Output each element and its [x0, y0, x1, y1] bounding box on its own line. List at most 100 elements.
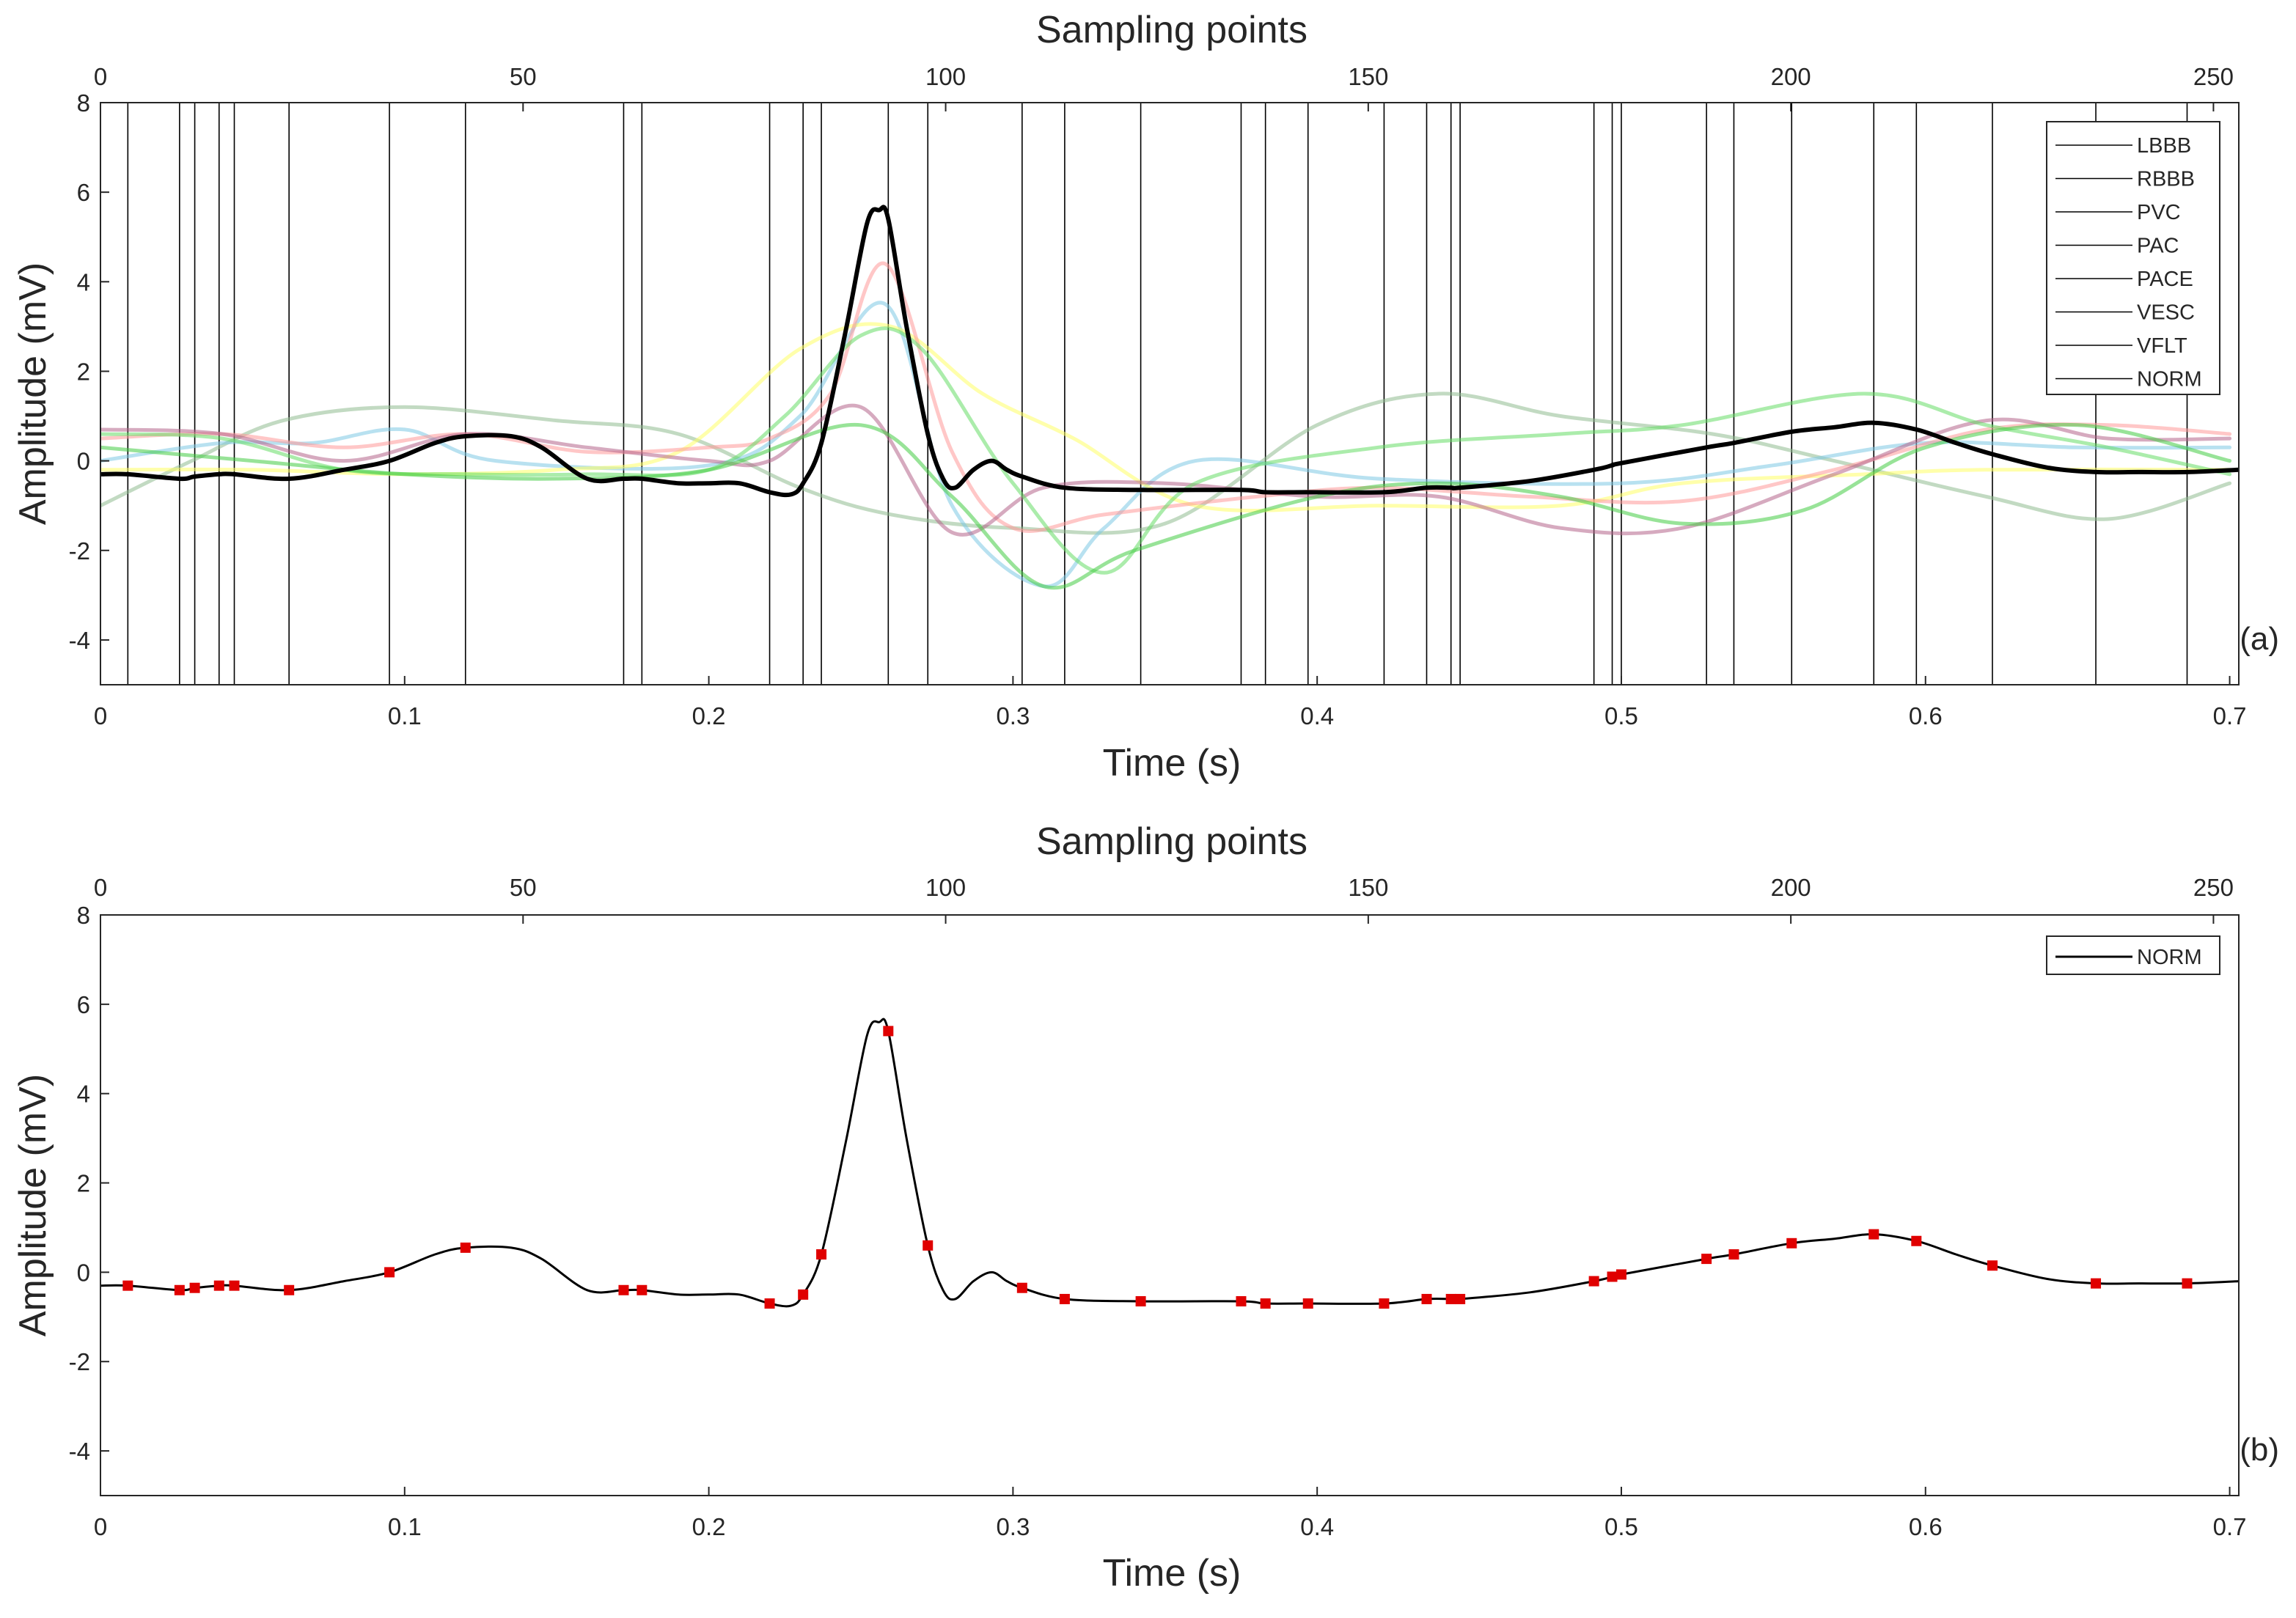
sample-marker	[883, 1026, 894, 1037]
plot-content	[100, 103, 2239, 685]
top-tick-label: 50	[510, 63, 537, 90]
y-tick-label: 8	[77, 89, 90, 117]
y-tick-label: 8	[77, 902, 90, 929]
sample-marker	[1868, 1229, 1879, 1240]
sample-marker	[1421, 1293, 1432, 1304]
x-tick-label: 0.7	[2213, 1513, 2247, 1540]
x-tick-label: 0.3	[996, 1513, 1030, 1540]
sample-marker	[460, 1242, 471, 1253]
top-tick-label: 150	[1348, 63, 1388, 90]
panel-a: Sampling points 0 50 100 150 200 250 -4 -2 0 2 4 6…	[12, 9, 2279, 784]
legend-label: PACE	[2137, 268, 2193, 291]
top-tick-label: 250	[2193, 874, 2234, 901]
top-tick-label: 0	[94, 63, 107, 90]
series-line-norm	[100, 1018, 2239, 1308]
sample-marker	[189, 1282, 200, 1293]
top-ticks: 0 50 100 150 200 250	[94, 874, 2234, 924]
x-tick-label: 0.1	[388, 1513, 422, 1540]
sample-marker	[618, 1284, 629, 1295]
top-tick-label: 150	[1348, 874, 1388, 901]
sample-marker	[1455, 1293, 1466, 1304]
x-tick-label: 0.5	[1604, 1513, 1638, 1540]
x-tick-label: 0.4	[1300, 1513, 1334, 1540]
sample-marker	[1260, 1298, 1271, 1309]
top-tick-label: 250	[2193, 63, 2234, 90]
series-line-vflt	[100, 422, 2232, 590]
legend: NORM	[2046, 935, 2220, 975]
series-line-norm	[100, 205, 2239, 498]
sample-marker	[1607, 1271, 1618, 1282]
legend-label: RBBB	[2137, 168, 2195, 191]
sample-marker	[1302, 1298, 1313, 1309]
top-tick-label: 50	[510, 874, 537, 901]
x-tick-label: 0	[94, 1513, 107, 1540]
y-tick-label: 6	[77, 179, 90, 206]
x-tick-label: 0.6	[1909, 1513, 1943, 1540]
sample-marker	[1016, 1282, 1027, 1293]
top-tick-label: 200	[1771, 874, 1811, 901]
y-tick-label: -2	[69, 1348, 90, 1375]
sample-marker	[923, 1240, 934, 1251]
sample-marker	[1059, 1293, 1070, 1304]
panel-b: Sampling points 0 50 100 150 200 250 -4 -2 0 2 4 6…	[12, 820, 2279, 1595]
top-axis-title: Sampling points	[1036, 820, 1307, 863]
series-line-vesc	[100, 326, 2232, 575]
top-axis-title: Sampling points	[1036, 9, 1307, 51]
sample-marker	[284, 1284, 295, 1295]
sample-marker	[764, 1298, 775, 1309]
y-tick-label: 6	[77, 991, 90, 1018]
y-axis-title: Amplitude (mV)	[12, 1074, 54, 1336]
y-tick-label: 2	[77, 358, 90, 385]
legend-label: NORM	[2137, 946, 2202, 969]
x-tick-label: 0.6	[1909, 702, 1943, 729]
legend-label: NORM	[2137, 368, 2202, 391]
sample-marker	[637, 1284, 648, 1295]
y-tick-label: 4	[77, 268, 90, 295]
plot-area-b	[100, 1018, 2239, 1309]
legend-box	[2046, 935, 2220, 975]
legend-box	[2046, 121, 2220, 395]
sample-marker	[2182, 1278, 2193, 1289]
sample-marker	[1728, 1249, 1739, 1260]
sample-marker	[1786, 1238, 1797, 1249]
sample-marker	[1236, 1295, 1247, 1306]
sample-marker	[174, 1284, 185, 1295]
sample-marker	[384, 1267, 395, 1278]
y-tick-label: 4	[77, 1081, 90, 1108]
x-tick-label: 0.7	[2213, 702, 2247, 729]
panel-label: (a)	[2240, 621, 2279, 657]
y-tick-label: -4	[69, 627, 90, 654]
top-tick-label: 0	[94, 874, 107, 901]
legend-label: LBBB	[2137, 134, 2191, 158]
sample-marker	[1987, 1260, 1998, 1271]
y-tick-label: 2	[77, 1170, 90, 1197]
y-tick-label: -4	[69, 1438, 90, 1465]
sample-marker	[1445, 1293, 1456, 1304]
sample-marker	[1615, 1269, 1626, 1280]
x-ticks: 0 0.1 0.2 0.3 0.4 0.5 0.6 0.7	[94, 1487, 2247, 1540]
top-tick-label: 100	[925, 874, 966, 901]
sample-marker	[229, 1280, 240, 1291]
legend: LBBB RBBB PVC PAC PACE VESC VFLT NORM	[2046, 121, 2220, 395]
x-tick-label: 0.4	[1300, 702, 1334, 729]
legend-label: VFLT	[2137, 334, 2187, 358]
sample-marker	[213, 1280, 224, 1291]
x-tick-label: 0.2	[692, 702, 726, 729]
axes-frame	[100, 102, 2240, 685]
x-ticks: 0 0.1 0.2 0.3 0.4 0.5 0.6 0.7	[94, 676, 2247, 729]
axes-frame	[100, 914, 2240, 1496]
x-tick-label: 0	[94, 702, 107, 729]
top-ticks: 0 50 100 150 200 250	[94, 63, 2234, 111]
x-tick-label: 0.3	[996, 702, 1030, 729]
sample-marker	[816, 1249, 827, 1260]
sample-marker	[1701, 1254, 1712, 1265]
y-ticks: -4 -2 0 2 4 6 8	[69, 902, 109, 1465]
plot-content	[100, 1018, 2239, 1309]
x-axis-title: Time (s)	[1103, 1552, 1241, 1595]
y-tick-label: 0	[77, 1259, 90, 1286]
sample-marker	[2091, 1278, 2102, 1289]
x-tick-label: 0.5	[1604, 702, 1638, 729]
x-tick-label: 0.2	[692, 1513, 726, 1540]
series-line-lbbb	[100, 391, 2232, 535]
